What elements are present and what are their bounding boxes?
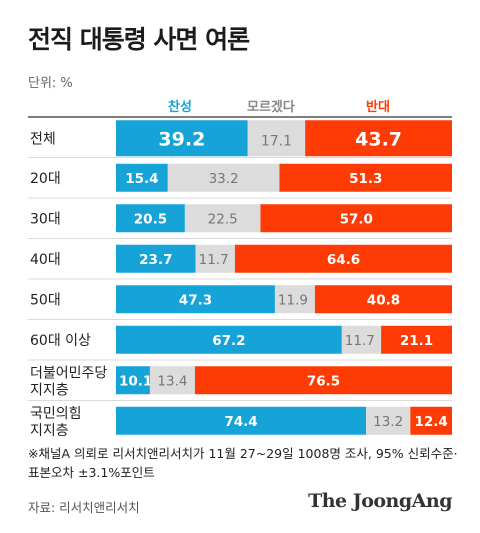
category-label: 국민의힘 지지층 bbox=[30, 406, 82, 439]
bar-segment-approve bbox=[116, 285, 275, 314]
chart-title: 전직 대통령 사면 여론 bbox=[28, 25, 250, 54]
data-label: 11.9 bbox=[278, 292, 308, 308]
data-label: 20.5 bbox=[134, 211, 167, 227]
bar-segment-unsure bbox=[274, 285, 315, 314]
stacked-bar-chart: 전체 39.2 17.1 43.7 20대 15.4 33.2 51.3 30대 20.5 22.5… bbox=[28, 116, 452, 439]
bar-segment-unsure bbox=[184, 204, 261, 233]
unit-label: 단위: % bbox=[28, 76, 73, 91]
bar-segment-unsure bbox=[247, 120, 306, 157]
data-label: 47.3 bbox=[179, 292, 212, 308]
data-label: 67.2 bbox=[212, 333, 245, 349]
legend-oppose: 반대 bbox=[366, 100, 390, 115]
bar-segment-approve bbox=[116, 244, 196, 273]
bar-segment-oppose bbox=[314, 285, 452, 314]
legend-unsure: 모르겠다 bbox=[247, 100, 295, 115]
bar-segment-approve bbox=[116, 325, 342, 354]
bar-segment-unsure bbox=[365, 406, 411, 435]
data-label: 40.8 bbox=[367, 292, 400, 308]
survey-note: ※채널A 의뢰로 리서치앤리서치가 11월 27~29일 1008명 조사, 9… bbox=[28, 446, 458, 480]
data-label: 64.6 bbox=[327, 252, 360, 268]
bar-segment-oppose bbox=[260, 204, 452, 233]
category-label: 60대 이상 bbox=[30, 333, 91, 349]
bar-segment-oppose bbox=[305, 120, 452, 157]
bar-segment-approve bbox=[116, 163, 168, 192]
source-label: 자료: 리서치앤리서치 bbox=[28, 500, 140, 515]
category-label: 30대 bbox=[30, 211, 61, 227]
bar-segment-approve bbox=[116, 204, 185, 233]
bar-segment-oppose bbox=[410, 406, 452, 435]
data-label: 51.3 bbox=[349, 171, 382, 187]
category-label: 50대 bbox=[30, 292, 61, 308]
data-label: 43.7 bbox=[355, 128, 402, 150]
category-label: 전체 bbox=[30, 131, 56, 147]
data-label: 10.1 bbox=[119, 373, 152, 389]
data-label: 17.1 bbox=[261, 133, 292, 149]
brand-logo: The JoongAng bbox=[308, 490, 452, 512]
data-label: 15.4 bbox=[125, 171, 158, 187]
data-label: 23.7 bbox=[139, 252, 172, 268]
bar-segment-oppose bbox=[279, 163, 452, 192]
data-label: 22.5 bbox=[208, 211, 238, 227]
data-label: 33.2 bbox=[209, 171, 239, 187]
data-label: 74.4 bbox=[224, 414, 257, 430]
bar-segment-unsure bbox=[341, 325, 382, 354]
bar-segment-oppose bbox=[381, 325, 452, 354]
data-label: 39.2 bbox=[158, 128, 205, 150]
data-label: 11.7 bbox=[199, 252, 229, 268]
bar-segment-oppose bbox=[194, 366, 452, 395]
bar-segment-unsure bbox=[149, 366, 195, 395]
bar-segment-approve bbox=[116, 366, 150, 395]
bar-segment-oppose bbox=[234, 244, 452, 273]
data-label: 76.5 bbox=[307, 373, 340, 389]
data-label: 13.4 bbox=[157, 373, 187, 389]
data-label: 21.1 bbox=[400, 333, 433, 349]
data-label: 11.7 bbox=[345, 333, 375, 349]
bar-segment-approve bbox=[116, 120, 248, 157]
category-label: 40대 bbox=[30, 252, 61, 268]
data-label: 13.2 bbox=[373, 414, 403, 430]
data-label: 57.0 bbox=[340, 211, 373, 227]
bar-segment-unsure bbox=[167, 163, 280, 192]
category-label: 더불어민주당 지지층 bbox=[30, 365, 107, 398]
bar-segment-approve bbox=[116, 406, 366, 435]
data-label: 12.4 bbox=[415, 414, 448, 430]
bar-segment-unsure bbox=[195, 244, 235, 273]
category-label: 20대 bbox=[30, 171, 61, 187]
legend-approve: 찬성 bbox=[168, 100, 192, 115]
